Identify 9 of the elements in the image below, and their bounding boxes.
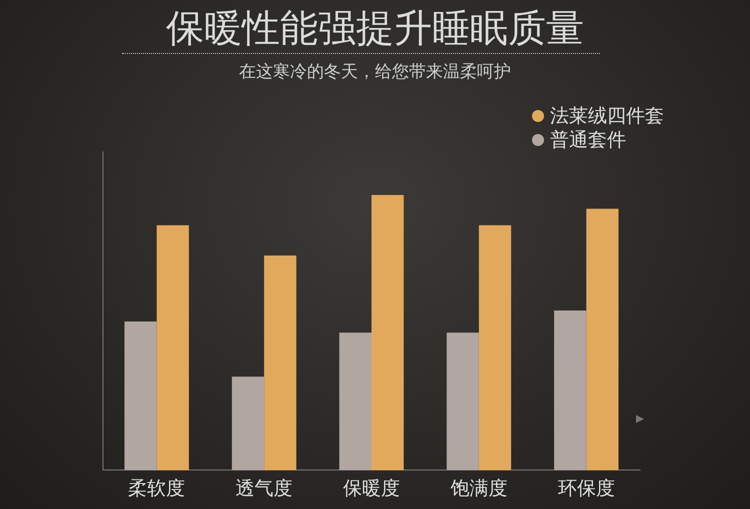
x-tick-label: 柔软度 bbox=[128, 478, 186, 500]
chart-subtitle: 在这寒冷的冬天，给您带来温柔呵护 bbox=[238, 61, 512, 83]
x-tick-label: 透气度 bbox=[236, 478, 293, 500]
chart-title: 保暖性能强提升睡眠质量 bbox=[165, 5, 585, 52]
x-tick-label: 饱满度 bbox=[449, 478, 508, 500]
x-tick-label: 保暖度 bbox=[343, 478, 400, 500]
legend-label: 普通套件 bbox=[550, 128, 626, 153]
legend-label: 法莱绒四件套 bbox=[550, 104, 664, 129]
x-tick-label: 环保度 bbox=[558, 478, 615, 500]
